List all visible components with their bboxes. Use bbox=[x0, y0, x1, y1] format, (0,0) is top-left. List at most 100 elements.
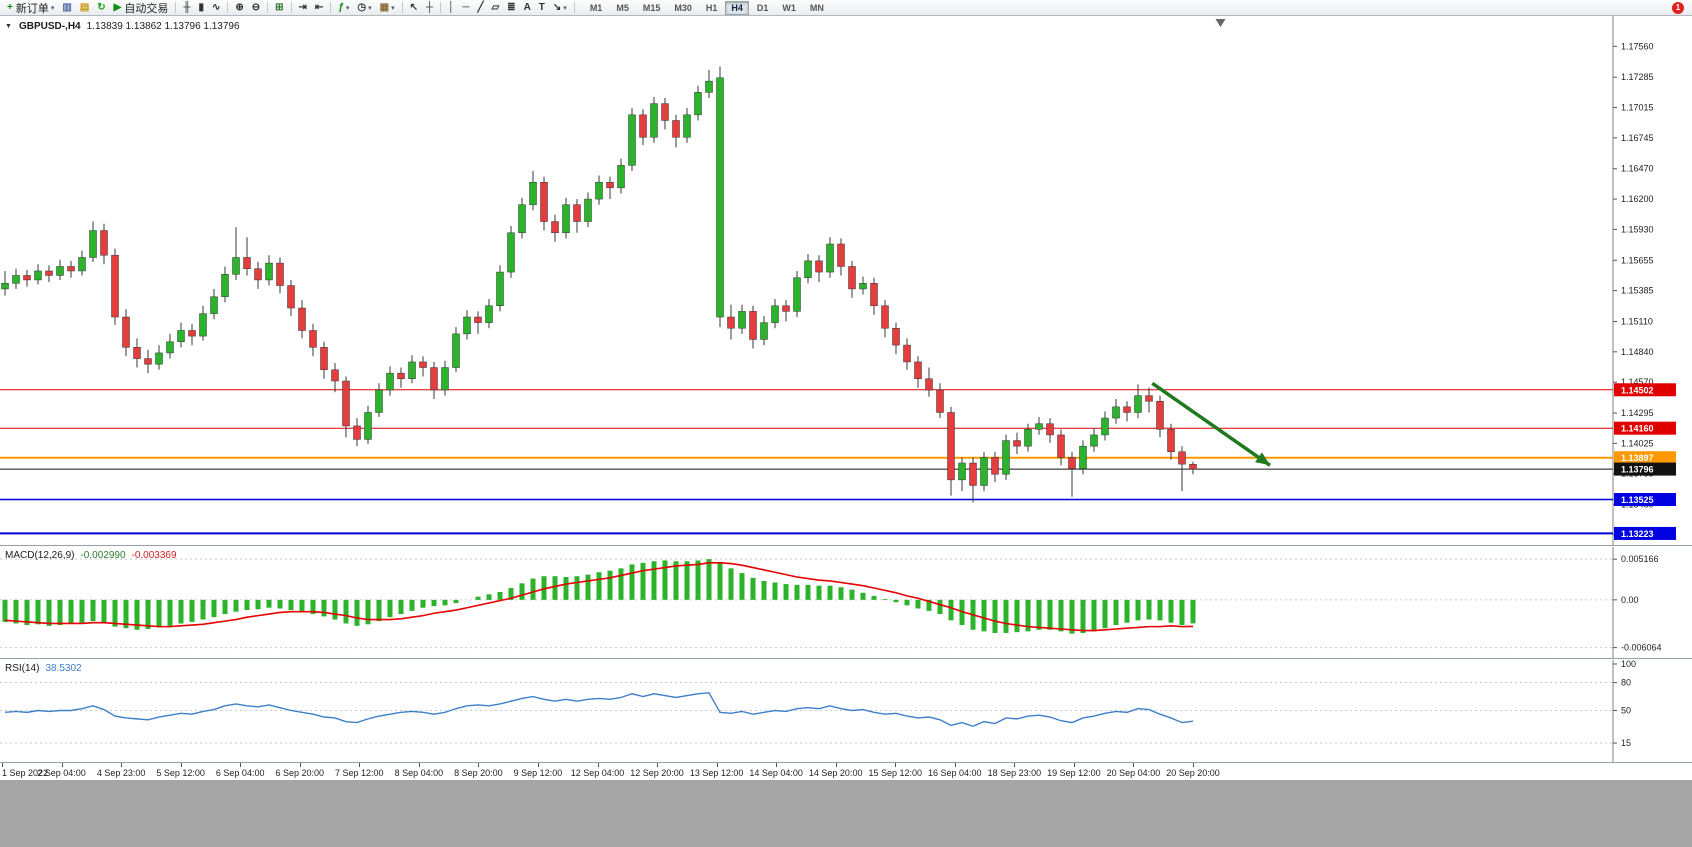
rsi-value: 38.5302 bbox=[45, 663, 82, 674]
time-axis-label: 6 Sep 04:00 bbox=[215, 768, 265, 778]
notification-badge[interactable]: 1 bbox=[1672, 2, 1684, 14]
time-axis[interactable]: 1 Sep 2022 2 Sep 04:00 4 Sep 23:00 5 Sep 12… bbox=[0, 762, 1692, 780]
line-chart-button[interactable]: ∿ bbox=[208, 0, 224, 15]
refresh-button[interactable]: ↻ bbox=[93, 0, 109, 15]
timeframe-h4-button[interactable]: H4 bbox=[725, 0, 749, 15]
trendline-icon: ╱ bbox=[477, 1, 484, 13]
trend-arrow-annotation[interactable] bbox=[1151, 381, 1272, 467]
candlestick-chart-button[interactable]: ▮ bbox=[194, 0, 208, 15]
time-axis-label: 7 Sep 12:00 bbox=[335, 768, 384, 778]
chart-shift-button[interactable]: ⇤ bbox=[311, 0, 327, 15]
svg-text:1.14570: 1.14570 bbox=[1621, 377, 1654, 387]
macd-name: MACD(12,26,9) bbox=[5, 550, 75, 561]
indicators-button[interactable]: ƒ ▾ bbox=[334, 0, 353, 15]
timeframe-w1-button[interactable]: W1 bbox=[782, 2, 796, 13]
timeframe-m5-button[interactable]: M5 bbox=[616, 2, 629, 13]
macd-signal-line bbox=[4, 562, 1194, 632]
timeframe-m1-button[interactable]: M1 bbox=[589, 2, 603, 13]
svg-text:80: 80 bbox=[1621, 678, 1631, 688]
text-button[interactable]: A bbox=[520, 0, 535, 15]
periods-button[interactable]: ◷ ▾ bbox=[353, 0, 375, 15]
time-axis-label: 12 Sep 20:00 bbox=[630, 768, 684, 778]
svg-text:1.14502: 1.14502 bbox=[1621, 385, 1654, 395]
time-axis-tick bbox=[835, 763, 837, 767]
zoom-out-button[interactable]: ⊖ bbox=[248, 0, 264, 15]
time-axis-tick bbox=[418, 763, 420, 767]
rsi-line bbox=[4, 692, 1194, 728]
timeframe-mn-button[interactable]: MN bbox=[809, 2, 824, 13]
dropdown-caret-icon: ▾ bbox=[345, 4, 350, 12]
auto-scroll-button[interactable]: ⇥ bbox=[295, 0, 311, 15]
periods-icon: ◷ bbox=[357, 1, 367, 13]
market-watch-button[interactable]: ▥ bbox=[58, 0, 75, 15]
channel-button[interactable]: ▱ bbox=[487, 0, 503, 15]
auto-scroll-icon: ⇥ bbox=[298, 1, 307, 13]
main-chart-pane[interactable]: 1.17560 1.17285 1.17015 1.16745 1.16470 1.162… bbox=[0, 16, 1692, 545]
time-axis-label: 1 Sep 2022 bbox=[2, 768, 49, 778]
svg-text:0.00: 0.00 bbox=[1621, 595, 1639, 605]
time-axis-label: 4 Sep 23:00 bbox=[96, 768, 146, 778]
timeframe-m30-button[interactable]: M30 bbox=[674, 2, 692, 13]
svg-text:1.14160: 1.14160 bbox=[1621, 424, 1654, 434]
new-order-button[interactable]: + 新订单 ▾ bbox=[3, 0, 58, 15]
dropdown-caret-icon: ▾ bbox=[368, 4, 372, 12]
template-button[interactable]: ▦ ▾ bbox=[376, 0, 399, 15]
dropdown-caret-icon: ▾ bbox=[563, 4, 567, 12]
toolbar-separator bbox=[175, 2, 177, 13]
time-axis-tick bbox=[597, 763, 599, 767]
vertical-line-icon: │ bbox=[448, 1, 455, 13]
cursor-button[interactable]: ↖ bbox=[406, 0, 422, 15]
indicators-icon: ƒ bbox=[338, 1, 344, 13]
chart-title: ▼ GBPUSD-,H4 1.13839 1.13862 1.13796 1.1… bbox=[5, 21, 240, 32]
autotrading-button[interactable]: ▶ 自动交易 bbox=[110, 0, 173, 15]
price-badge bbox=[1614, 451, 1676, 465]
time-axis-label: 19 Sep 12:00 bbox=[1047, 768, 1101, 778]
main-chart-canvas[interactable]: 1.17560 1.17285 1.17015 1.16745 1.16470 1.162… bbox=[0, 16, 1692, 545]
vertical-line-button[interactable]: │ bbox=[444, 0, 458, 15]
svg-text:100: 100 bbox=[1621, 660, 1636, 669]
svg-text:1.17285: 1.17285 bbox=[1621, 72, 1654, 82]
fibonacci-button[interactable]: ≣ bbox=[503, 0, 519, 15]
one-click-trading-arrow-icon[interactable]: ▼ bbox=[5, 23, 12, 30]
macd-pane[interactable]: 0.005166 0.00 -0.006064 MACD(12,26,9) -0.0… bbox=[0, 545, 1692, 659]
svg-text:-0.006064: -0.006064 bbox=[1621, 643, 1662, 653]
chart-ohlc-values: 1.13839 1.13862 1.13796 1.13796 bbox=[86, 21, 240, 32]
time-axis-label: 14 Sep 04:00 bbox=[749, 768, 803, 778]
navigator-button[interactable]: ▤ bbox=[76, 0, 93, 15]
candlestick-chart-icon: ▮ bbox=[198, 1, 204, 13]
svg-text:50: 50 bbox=[1621, 706, 1631, 716]
zoom-in-button[interactable]: ⊕ bbox=[231, 0, 247, 15]
svg-text:1.13897: 1.13897 bbox=[1621, 453, 1654, 463]
toolbar-separator bbox=[267, 2, 269, 13]
trendline-button[interactable]: ╱ bbox=[473, 0, 487, 15]
dropdown-caret-icon: ▾ bbox=[391, 4, 395, 12]
autotrading-icon: ▶ bbox=[113, 1, 122, 13]
label-button[interactable]: T bbox=[535, 0, 549, 15]
horizontal-line-button[interactable]: ─ bbox=[458, 0, 473, 15]
time-axis-label: 9 Sep 12:00 bbox=[513, 768, 563, 778]
toolbar-separator bbox=[401, 2, 403, 13]
timeframe-h1-button[interactable]: H1 bbox=[705, 2, 718, 13]
price-badge bbox=[1614, 421, 1676, 435]
crosshair-button[interactable]: ┼ bbox=[422, 0, 437, 15]
timeframe-d1-button[interactable]: D1 bbox=[756, 2, 769, 13]
time-axis-label: 6 Sep 20:00 bbox=[275, 768, 325, 778]
chart-shift-marker-icon[interactable] bbox=[1215, 19, 1226, 27]
svg-text:1.13223: 1.13223 bbox=[1621, 529, 1654, 539]
macd-canvas[interactable]: 0.005166 0.00 -0.006064 bbox=[0, 547, 1692, 659]
svg-text:1.16470: 1.16470 bbox=[1621, 164, 1654, 174]
time-axis-label: 20 Sep 20:00 bbox=[1166, 768, 1220, 778]
horizontal-level-lines[interactable] bbox=[0, 389, 1613, 535]
svg-text:1.15930: 1.15930 bbox=[1621, 224, 1654, 234]
arrows-button[interactable]: ↘ ▾ bbox=[549, 0, 571, 15]
bar-chart-button[interactable]: ╫ bbox=[179, 0, 194, 15]
rsi-pane[interactable]: 100 80 50 15 RSI(14) 38.5302 bbox=[0, 658, 1692, 763]
rsi-canvas[interactable]: 100 80 50 15 bbox=[0, 660, 1692, 763]
time-axis-label: 16 Sep 04:00 bbox=[928, 768, 982, 778]
time-axis-tick bbox=[1014, 763, 1016, 767]
tile-windows-button[interactable]: ⊞ bbox=[271, 0, 287, 15]
macd-histogram bbox=[2, 559, 1196, 634]
time-axis-tick bbox=[359, 763, 361, 767]
timeframe-m15-button[interactable]: M15 bbox=[642, 2, 661, 13]
